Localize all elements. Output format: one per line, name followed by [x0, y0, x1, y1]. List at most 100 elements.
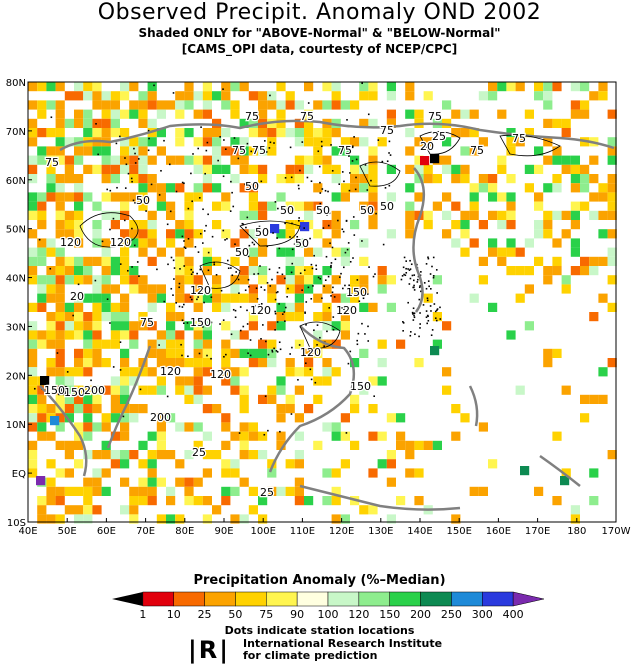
- anomaly-cell: [193, 348, 203, 358]
- contour-label: 50: [380, 200, 394, 213]
- anomaly-cell: [322, 284, 332, 294]
- anomaly-cell: [552, 348, 562, 358]
- anomaly-cell: [285, 486, 295, 496]
- anomaly-cell: [138, 440, 148, 450]
- anomaly-cell: [543, 275, 553, 285]
- anomaly-cell: [322, 164, 332, 174]
- station-dot: [418, 335, 420, 338]
- anomaly-cell: [129, 155, 139, 165]
- station-dot: [317, 276, 320, 279]
- anomaly-cell: [37, 146, 47, 156]
- contour-label: 150: [64, 386, 85, 399]
- anomaly-cell: [37, 284, 47, 294]
- station-dot: [258, 225, 261, 228]
- anomaly-cell: [120, 302, 130, 312]
- anomaly-cell: [377, 358, 387, 368]
- contour-label: 50: [245, 180, 259, 193]
- anomaly-cell: [166, 155, 176, 165]
- station-dot: [127, 172, 130, 175]
- anomaly-cell: [175, 422, 185, 432]
- lon-tick-label: 60E: [97, 526, 116, 537]
- station-dot: [353, 234, 356, 236]
- anomaly-cell: [396, 431, 406, 441]
- station-dot: [284, 320, 286, 322]
- anomaly-cell: [560, 476, 570, 486]
- anomaly-cell: [184, 486, 194, 496]
- anomaly-cell: [497, 164, 507, 174]
- contours: [79, 131, 561, 349]
- station-dot: [56, 352, 59, 354]
- anomaly-cell: [386, 459, 396, 469]
- anomaly-cell: [285, 275, 295, 285]
- anomaly-cell: [304, 201, 314, 211]
- anomaly-cell: [506, 330, 516, 340]
- station-dot: [139, 388, 142, 391]
- anomaly-cell: [239, 210, 249, 220]
- anomaly-cell: [120, 266, 130, 276]
- anomaly-cell: [386, 229, 396, 239]
- station-dot: [232, 308, 235, 311]
- anomaly-cell: [524, 109, 534, 119]
- contour-label: 75: [232, 144, 246, 157]
- contour-label: 20: [70, 290, 84, 303]
- anomaly-cell: [156, 100, 166, 110]
- anomaly-cell: [138, 109, 148, 119]
- anomaly-cell: [340, 413, 350, 423]
- station-dot: [222, 175, 225, 178]
- anomaly-cell: [74, 82, 84, 92]
- anomaly-cell: [55, 293, 65, 303]
- anomaly-cell: [313, 330, 323, 340]
- station-dot: [412, 313, 414, 315]
- station-dot: [337, 219, 339, 222]
- anomaly-cell: [221, 440, 231, 450]
- station-dot: [287, 287, 289, 290]
- anomaly-cell: [432, 201, 442, 211]
- lat-tick-label: 20N: [6, 371, 26, 382]
- anomaly-cell: [64, 376, 74, 386]
- anomaly-cell: [294, 367, 304, 377]
- anomaly-cell: [28, 174, 38, 184]
- anomaly-cell: [543, 91, 553, 101]
- station-dot: [305, 301, 308, 303]
- anomaly-cell: [313, 275, 323, 285]
- station-dot: [349, 172, 351, 174]
- station-dot: [411, 274, 414, 277]
- anomaly-cell: [120, 431, 130, 441]
- anomaly-cell: [28, 155, 38, 165]
- anomaly-cell: [469, 146, 479, 156]
- anomaly-cell: [276, 312, 286, 322]
- station-dot: [324, 189, 327, 192]
- anomaly-cell: [313, 183, 323, 193]
- station-dot: [413, 312, 416, 315]
- anomaly-cell: [147, 174, 157, 184]
- station-dot: [439, 318, 442, 320]
- station-dot: [334, 258, 337, 261]
- anomaly-cell: [506, 128, 516, 138]
- anomaly-cell: [147, 496, 157, 506]
- anomaly-cell: [248, 358, 258, 368]
- anomaly-cell: [304, 358, 314, 368]
- station-dot: [253, 273, 255, 275]
- anomaly-cell: [147, 459, 157, 469]
- station-dot: [284, 277, 286, 280]
- anomaly-cell: [386, 164, 396, 174]
- anomaly-cell: [460, 413, 470, 423]
- anomaly-cell: [313, 128, 323, 138]
- station-dot: [331, 291, 334, 294]
- anomaly-cell: [83, 486, 93, 496]
- anomaly-cell: [120, 422, 130, 432]
- anomaly-cell: [46, 275, 56, 285]
- anomaly-cell: [55, 100, 65, 110]
- anomaly-cell: [331, 468, 341, 478]
- anomaly-cell: [386, 91, 396, 101]
- station-dot: [192, 271, 194, 274]
- lat-tick-label: EQ: [12, 469, 26, 480]
- anomaly-cell: [46, 367, 56, 377]
- anomaly-cell: [478, 183, 488, 193]
- anomaly-cell: [359, 284, 369, 294]
- station-dot: [127, 269, 129, 272]
- anomaly-cell: [156, 247, 166, 257]
- anomaly-cells: [28, 82, 617, 524]
- anomaly-cell: [64, 321, 74, 331]
- station-dot: [425, 310, 428, 312]
